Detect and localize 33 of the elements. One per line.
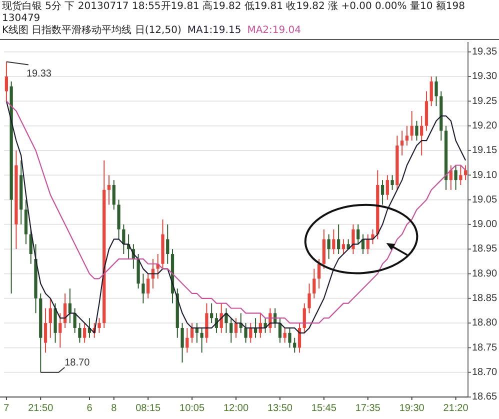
y-tick-label: 18.75 (472, 342, 498, 354)
x-tick-label: 10:05 (180, 403, 205, 414)
x-tick-label: 21:20 (443, 403, 469, 414)
y-tick-label: 19.25 (472, 96, 498, 107)
x-tick-label: 12:00 (223, 403, 249, 414)
annotation: 18.70 (64, 357, 90, 368)
y-tick-label: 19.10 (472, 170, 498, 181)
x-tick-label: 13:50 (267, 403, 293, 414)
annotation: 19.33 (26, 68, 52, 80)
y-tick-label: 19.05 (472, 194, 498, 206)
x-tick-label: 19:30 (399, 403, 425, 414)
y-tick-label: 19.30 (472, 71, 498, 82)
y-tick-label: 18.80 (472, 318, 498, 329)
chart-subtitle: K线图 日指数平滑移动平均线 日(12,50) (2, 25, 182, 36)
y-tick-label: 19.15 (472, 145, 498, 156)
y-tick-label: 18.85 (472, 293, 498, 304)
y-tick-label: 18.90 (472, 268, 498, 280)
y-tick-label: 18.65 (472, 392, 498, 403)
x-tick-label: 08:15 (136, 403, 162, 414)
text: MA2:19.04 (247, 25, 302, 36)
x-tick-label: 6 (86, 403, 93, 414)
y-tick-label: 19.35 (472, 46, 498, 58)
text: MA1:19.15 (187, 25, 242, 36)
x-tick-label: 8 (111, 403, 118, 414)
x-tick-label: 21:50 (28, 403, 54, 414)
y-tick-label: 19.00 (472, 219, 498, 230)
y-tick-label: 18.95 (472, 244, 498, 255)
y-tick-label: 18.70 (472, 366, 498, 378)
chart-title: 现货白银 5分 下 20130717 18:55开19.81 高19.82 低19.81 收19.82 涨 +0.00 0.00% 量10 额198 130479 (2, 1, 466, 24)
x-tick-label: 15:45 (311, 403, 337, 414)
x-tick-label: 17:35 (355, 403, 381, 414)
x-tick-label: 7 (4, 403, 10, 414)
y-tick-label: 19.20 (472, 120, 498, 132)
